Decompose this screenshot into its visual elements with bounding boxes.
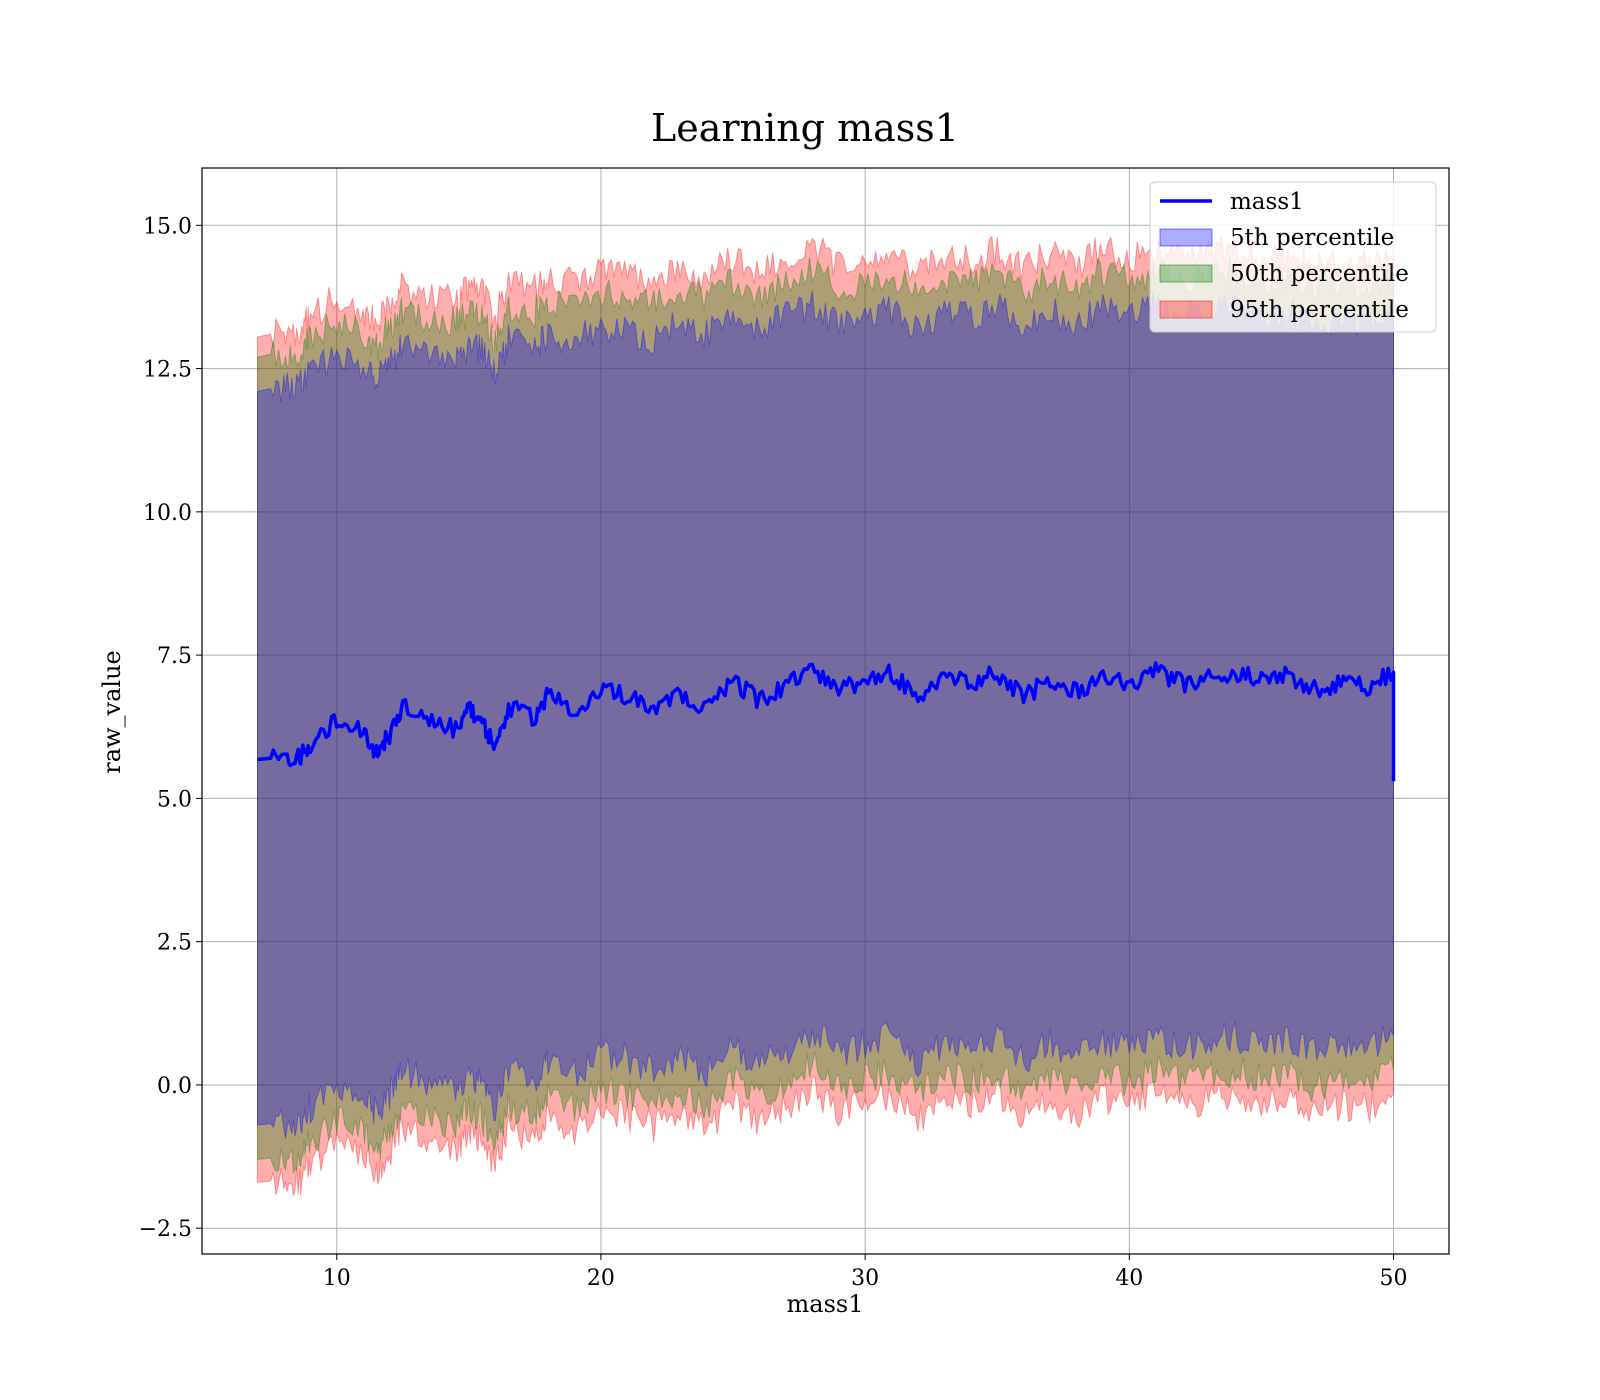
plot-frame (201, 167, 1450, 1255)
band-50th-percentile (257, 256, 1394, 1175)
plot-background (202, 168, 1449, 1254)
y-tick-label: −2.5 (139, 1217, 192, 1242)
band-5th-percentile (257, 290, 1394, 1139)
y-axis: −2.5 0.0 2.5 5.0 7.5 10.0 12.5 15.0 (139, 214, 202, 1242)
legend-label: 50th percentile (1230, 261, 1409, 287)
legend-swatch-5th-percentile (1159, 228, 1213, 247)
y-tick-label: 2.5 (157, 931, 192, 956)
y-axis-label: raw_value (98, 650, 126, 774)
legend-label: 5th percentile (1230, 225, 1394, 251)
x-tick-label: 30 (851, 1266, 879, 1291)
plot-area (201, 167, 1450, 1255)
legend-swatch-50th-percentile (1159, 264, 1213, 283)
x-axis: 10 20 30 40 50 (323, 1254, 1408, 1291)
y-tick-label: 7.5 (157, 644, 192, 669)
band-95th-percentile (257, 235, 1394, 1196)
legend-swatch-95th-percentile (1159, 300, 1213, 319)
y-tick-label: 5.0 (157, 787, 192, 812)
percentile-bands (257, 235, 1394, 1196)
chart-title: Learning mass1 (651, 106, 959, 150)
x-axis-label: mass1 (787, 1290, 864, 1318)
x-tick-label: 50 (1380, 1266, 1408, 1291)
x-tick-label: 10 (323, 1266, 351, 1291)
grid (202, 168, 1449, 1254)
legend: mass1 5th percentile 50th percentile 95th p… (1149, 181, 1437, 333)
legend-box (1149, 181, 1437, 333)
series-lines (257, 661, 1396, 782)
line-mass1 (257, 661, 1396, 782)
y-tick-label: 15.0 (143, 214, 192, 239)
y-tick-label: 12.5 (143, 358, 192, 383)
y-tick-label: 0.0 (157, 1074, 192, 1099)
legend-label: mass1 (1230, 189, 1304, 215)
x-tick-label: 40 (1115, 1266, 1143, 1291)
legend-label: 95th percentile (1230, 297, 1409, 323)
y-tick-label: 10.0 (143, 501, 192, 526)
x-tick-label: 20 (587, 1266, 615, 1291)
